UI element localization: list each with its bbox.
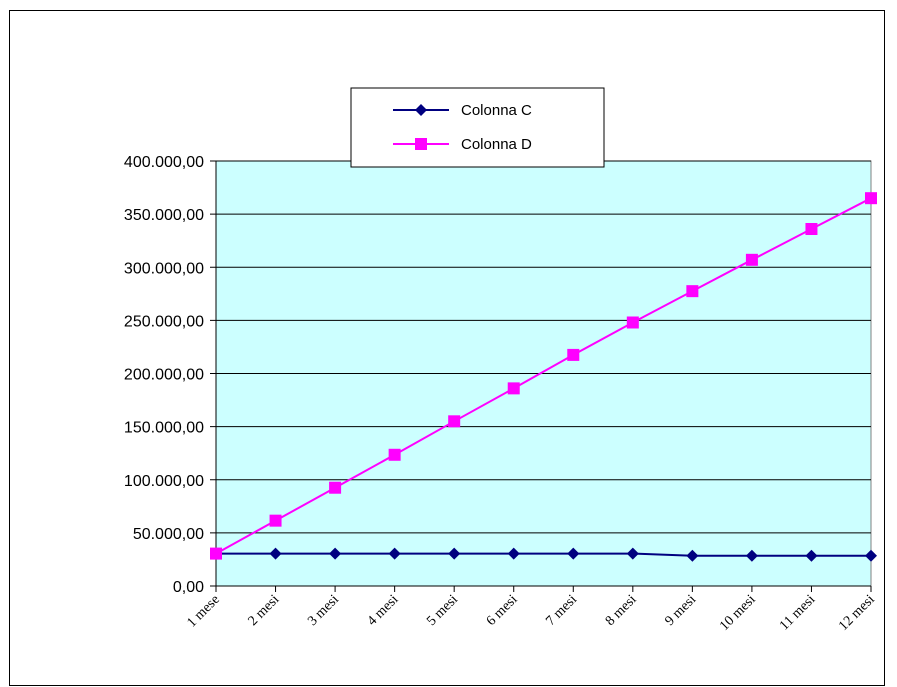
data-point <box>626 547 639 560</box>
series-colonna-d <box>210 192 877 560</box>
x-tick-label: 11 mesi <box>777 592 818 633</box>
legend-marker <box>415 138 427 150</box>
data-point <box>388 547 401 560</box>
data-point <box>805 223 818 235</box>
data-point <box>865 549 877 562</box>
data-point <box>865 192 877 205</box>
x-tick-label: 4 mesi <box>365 592 402 629</box>
y-tick-label: 300.000,00 <box>124 260 204 277</box>
data-point <box>388 448 401 461</box>
data-point <box>805 549 818 562</box>
x-tick-label: 12 mesi <box>836 592 878 634</box>
y-tick-label: 200.000,00 <box>124 367 204 384</box>
x-tick-label: 7 mesi <box>543 592 580 629</box>
data-point <box>448 415 461 428</box>
x-tick-label: 10 mesi <box>717 592 759 634</box>
legend: Colonna C Colonna D <box>350 87 605 168</box>
x-tick-label: 6 mesi <box>484 592 521 629</box>
data-point <box>507 547 520 560</box>
y-tick-label: 400.000,00 <box>124 154 204 171</box>
data-point <box>567 348 580 361</box>
axes <box>210 160 872 592</box>
data-point <box>567 547 580 560</box>
legend-marker <box>415 104 427 116</box>
data-point <box>626 316 639 329</box>
x-axis-ticks: 1 mese 2 mesi 3 mesi 4 mesi 5 mesi 6 mesi 7 me… <box>184 592 877 634</box>
x-tick-label: 2 mesi <box>246 592 283 629</box>
data-point <box>329 481 342 494</box>
series-layer <box>210 192 877 562</box>
y-tick-label: 350.000,00 <box>124 207 204 224</box>
y-tick-label: 250.000,00 <box>124 313 204 330</box>
y-tick-label: 150.000,00 <box>124 420 204 437</box>
data-point <box>686 549 699 562</box>
gridlines <box>216 160 871 534</box>
x-tick-label: 8 mesi <box>603 592 640 629</box>
series-line <box>215 197 872 555</box>
x-tick-label: 9 mesi <box>662 592 699 629</box>
y-tick-label: 50.000,00 <box>133 526 204 543</box>
legend-label: Colonna D <box>461 136 532 153</box>
x-tick-label: 1 mese <box>184 592 222 630</box>
y-tick-label: 100.000,00 <box>124 473 204 490</box>
x-tick-label: 3 mesi <box>305 592 342 629</box>
data-point <box>448 547 461 560</box>
legend-label: Colonna C <box>461 102 532 119</box>
x-tick-label: 5 mesi <box>424 592 461 629</box>
data-point <box>269 547 282 560</box>
data-point <box>210 547 222 560</box>
series-line <box>216 552 871 557</box>
data-point <box>745 549 758 562</box>
y-axis-ticks: 0,00 50.000,00 100.000,00 150.000,00 200.000… <box>124 154 204 596</box>
data-point <box>269 514 282 527</box>
data-point <box>686 285 699 298</box>
y-tick-label: 0,00 <box>173 579 204 596</box>
data-point <box>745 253 758 266</box>
data-point <box>507 382 520 395</box>
data-point <box>329 547 342 560</box>
legend-box <box>350 87 605 168</box>
